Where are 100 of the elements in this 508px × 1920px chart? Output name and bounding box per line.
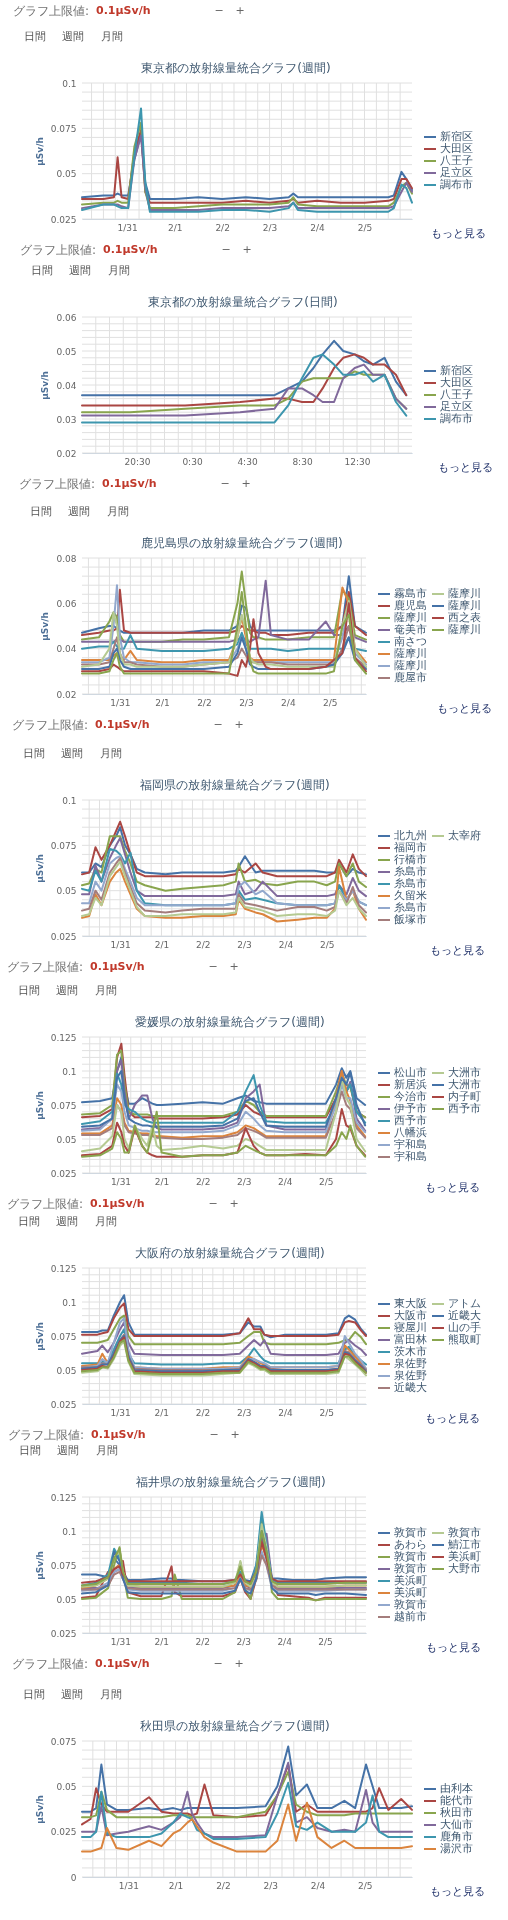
y-tick-label: 0.03 xyxy=(56,414,77,425)
legend-label: 新宿区 xyxy=(440,130,473,143)
y-tick-label: 0.05 xyxy=(56,1134,77,1145)
y-tick-label: 0.125 xyxy=(50,1032,77,1043)
legend-label: 敦賀市 xyxy=(448,1526,481,1539)
legend-label: 新居浜 xyxy=(394,1078,427,1091)
text: 週間 xyxy=(56,984,78,997)
legend-label: 能代市 xyxy=(440,1794,473,1807)
text: − xyxy=(214,4,224,17)
text: − xyxy=(209,1428,219,1441)
x-tick-label: 2/1 xyxy=(154,939,170,950)
x-tick-label: 2/4 xyxy=(310,222,326,233)
text: 月間 xyxy=(101,30,123,43)
text: − xyxy=(221,243,231,256)
text: + xyxy=(235,4,245,17)
x-tick-label: 1/31 xyxy=(110,1407,131,1418)
y-tick-label: 0.06 xyxy=(56,312,77,323)
x-tick-label: 12:30 xyxy=(344,456,371,467)
legend-label: 敦賀市 xyxy=(394,1598,427,1611)
y-tick-label: 0.075 xyxy=(50,123,77,134)
y-tick-label: 0 xyxy=(70,1872,77,1883)
legend-label: 西之表 xyxy=(448,611,481,624)
legend-label: 薩摩川 xyxy=(448,587,481,600)
y-tick-label: 0.025 xyxy=(50,1628,77,1639)
legend-label: 太宰府 xyxy=(448,829,481,842)
legend-label: 西予市 xyxy=(448,1102,481,1115)
y-axis-title: μSv/h xyxy=(34,1551,45,1580)
x-tick-label: 2/2 xyxy=(196,939,211,950)
legend-label: 足立区 xyxy=(440,400,473,413)
legend-label: 大田区 xyxy=(440,142,473,155)
y-tick-label: 0.075 xyxy=(50,1100,77,1111)
y-tick-label: 0.05 xyxy=(56,169,77,180)
legend-label: アトム xyxy=(448,1297,481,1310)
y-axis-title: μSv/h xyxy=(34,1091,45,1120)
x-tick-label: 2/1 xyxy=(168,1880,184,1891)
chart-title: 福岡県の放射線量統合グラフ(週間) xyxy=(140,778,330,792)
text: もっと見る xyxy=(426,1641,481,1654)
legend-label: 近畿大 xyxy=(448,1309,481,1322)
text: 0.1μSv/h xyxy=(90,960,145,973)
chart-title: 東京都の放射線量統合グラフ(日間) xyxy=(148,295,338,309)
y-axis-title: μSv/h xyxy=(34,1322,45,1351)
text: + xyxy=(234,1657,244,1670)
text: 日間 xyxy=(18,984,40,997)
text: グラフ上限値: xyxy=(19,477,96,491)
x-tick-label: 2/2 xyxy=(215,222,230,233)
y-tick-label: 0.05 xyxy=(56,1781,77,1792)
legend-label: 熊取町 xyxy=(448,1333,481,1346)
y-tick-label: 0.025 xyxy=(50,1399,77,1410)
x-tick-label: 2/5 xyxy=(357,222,373,233)
text: もっと見る xyxy=(430,1885,485,1898)
legend-label: 糸島市 xyxy=(394,865,427,878)
legend-label: 八幡浜 xyxy=(394,1126,427,1139)
legend-label: 伊予市 xyxy=(394,1102,427,1115)
text: 0.1μSv/h xyxy=(103,243,158,256)
x-tick-label: 2/1 xyxy=(154,1407,170,1418)
x-tick-label: 2/4 xyxy=(310,1880,326,1891)
legend-label: 鯖江市 xyxy=(448,1538,481,1551)
x-tick-label: 2/3 xyxy=(262,222,278,233)
x-tick-label: 2/1 xyxy=(154,1176,170,1187)
x-tick-label: 1/31 xyxy=(110,697,131,708)
y-axis-title: μSv/h xyxy=(40,612,51,641)
x-tick-label: 2/4 xyxy=(277,1176,293,1187)
x-tick-label: 2/2 xyxy=(197,697,212,708)
y-tick-label: 0.04 xyxy=(56,644,77,655)
x-tick-label: 2/5 xyxy=(319,939,335,950)
text: グラフ上限値: xyxy=(13,4,90,18)
x-tick-label: 2/1 xyxy=(167,222,183,233)
chart-title: 鹿児島県の放射線量統合グラフ(週間) xyxy=(141,536,343,550)
x-tick-label: 2/5 xyxy=(318,1636,333,1647)
text: 週間 xyxy=(56,1215,78,1228)
text: 日間 xyxy=(23,747,45,760)
y-tick-label: 0.025 xyxy=(50,1168,77,1179)
y-tick-label: 0.1 xyxy=(62,78,77,89)
y-tick-label: 0.06 xyxy=(56,598,77,609)
x-tick-label: 1/31 xyxy=(110,1636,131,1647)
x-tick-label: 2/2 xyxy=(216,1880,231,1891)
legend-label: 美浜町 xyxy=(394,1574,427,1587)
x-tick-label: 2/3 xyxy=(236,1636,251,1647)
text: グラフ上限値: xyxy=(7,1197,84,1211)
text: 月間 xyxy=(95,1215,117,1228)
legend-label: 北九州 xyxy=(394,829,427,842)
y-tick-label: 0.025 xyxy=(50,931,77,942)
legend-label: 宇和島 xyxy=(394,1150,427,1163)
y-tick-label: 0.075 xyxy=(50,840,77,851)
legend-label: 宇和島 xyxy=(394,1138,427,1151)
x-tick-label: 2/2 xyxy=(195,1636,210,1647)
text: もっと見る xyxy=(425,1412,480,1425)
legend-label: 泉佐野 xyxy=(394,1369,427,1382)
chart-title: 秋田県の放射線量統合グラフ(週間) xyxy=(140,1719,330,1733)
text: 日間 xyxy=(18,1215,40,1228)
legend-label: 寝屋川 xyxy=(394,1321,427,1334)
text: 日間 xyxy=(30,505,52,518)
text: 0.1μSv/h xyxy=(91,1428,146,1441)
legend-label: 大洲市 xyxy=(448,1066,481,1079)
legend-label: 鹿児島 xyxy=(394,599,427,612)
legend-label: 薩摩川 xyxy=(448,623,481,636)
y-tick-label: 0.1 xyxy=(62,1066,77,1077)
text: 週間 xyxy=(62,30,84,43)
y-tick-label: 0.1 xyxy=(62,1526,77,1537)
x-tick-label: 2/5 xyxy=(319,1176,334,1187)
